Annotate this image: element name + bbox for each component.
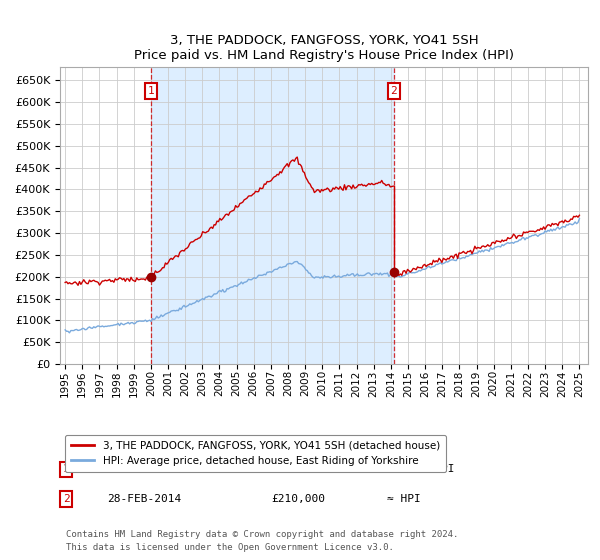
Text: 1: 1 [148, 86, 154, 96]
Text: £210,000: £210,000 [271, 494, 325, 504]
Text: 23-DEC-1999: 23-DEC-1999 [107, 464, 182, 474]
Bar [151, 67, 394, 364]
Text: 28-FEB-2014: 28-FEB-2014 [107, 494, 182, 504]
Text: £200,000: £200,000 [271, 464, 325, 474]
Legend: 3, THE PADDOCK, FANGFOSS, YORK, YO41 5SH (detached house), HPI: Average price, d: 3, THE PADDOCK, FANGFOSS, YORK, YO41 5SH… [65, 435, 446, 472]
Text: 145% ↑ HPI: 145% ↑ HPI [388, 464, 455, 474]
Text: 2: 2 [63, 494, 70, 504]
Title: 3, THE PADDOCK, FANGFOSS, YORK, YO41 5SH
Price paid vs. HM Land Registry's House: 3, THE PADDOCK, FANGFOSS, YORK, YO41 5SH… [134, 34, 514, 62]
Text: ≈ HPI: ≈ HPI [388, 494, 421, 504]
Text: Contains HM Land Registry data © Crown copyright and database right 2024.
This d: Contains HM Land Registry data © Crown c… [67, 530, 459, 552]
Text: 2: 2 [391, 86, 397, 96]
Text: 1: 1 [63, 464, 70, 474]
